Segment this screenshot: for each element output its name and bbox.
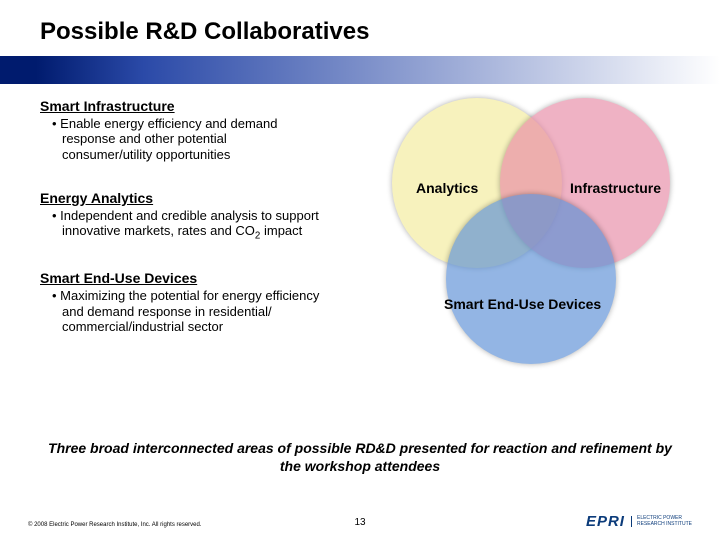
section-title: Smart End-Use Devices bbox=[40, 270, 320, 286]
summary-text: Three broad interconnected areas of poss… bbox=[40, 440, 680, 475]
epri-logo: EPRI ELECTRIC POWER RESEARCH INSTITUTE bbox=[586, 513, 692, 530]
copyright-text: © 2008 Electric Power Research Institute… bbox=[28, 522, 202, 528]
section-energy-analytics: Energy Analytics Independent and credibl… bbox=[40, 190, 320, 242]
title-accent-bar bbox=[0, 56, 720, 84]
section-bullet: Independent and credible analysis to sup… bbox=[40, 208, 320, 242]
section-bullet: Maximizing the potential for energy effi… bbox=[40, 288, 320, 334]
venn-diagram: Analytics Infrastructure Smart End-Use Dev… bbox=[370, 98, 690, 358]
section-smart-infrastructure: Smart Infrastructure Enable energy effic… bbox=[40, 98, 320, 162]
section-title: Energy Analytics bbox=[40, 190, 320, 206]
section-bullet: Enable energy efficiency and demand resp… bbox=[40, 116, 320, 162]
venn-circle-2 bbox=[446, 194, 616, 364]
content-area: Smart Infrastructure Enable energy effic… bbox=[40, 98, 680, 458]
page-number: 13 bbox=[354, 517, 365, 528]
logo-text: ELECTRIC POWER RESEARCH INSTITUTE bbox=[631, 516, 692, 527]
footer: © 2008 Electric Power Research Institute… bbox=[0, 510, 720, 530]
section-smart-end-use: Smart End-Use Devices Maximizing the pot… bbox=[40, 270, 320, 334]
venn-label-2: Smart End-Use Devices bbox=[444, 296, 601, 312]
logo-mark: EPRI bbox=[586, 513, 625, 530]
venn-label-1: Infrastructure bbox=[570, 180, 661, 196]
left-column: Smart Infrastructure Enable energy effic… bbox=[40, 98, 320, 352]
venn-label-0: Analytics bbox=[416, 180, 478, 196]
section-title: Smart Infrastructure bbox=[40, 98, 320, 114]
slide-title: Possible R&D Collaboratives bbox=[0, 0, 720, 50]
slide: Possible R&D Collaboratives Smart Infras… bbox=[0, 0, 720, 540]
